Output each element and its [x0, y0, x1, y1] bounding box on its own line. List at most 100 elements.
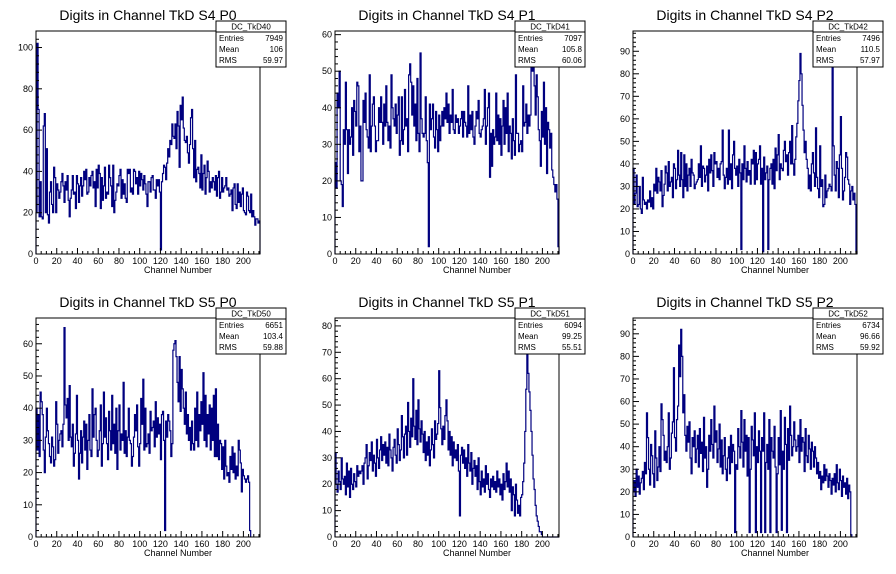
- x-tick-label: 160: [194, 256, 209, 266]
- x-tick-label: 200: [833, 539, 848, 549]
- stats-name: DC_TkD51: [530, 310, 570, 319]
- y-tick-label: 70: [620, 374, 630, 384]
- plot-frame: [632, 317, 858, 538]
- stats-label-entries: Entries: [816, 34, 841, 43]
- stats-label-rms: RMS: [518, 56, 536, 65]
- y-tick-label: 50: [23, 371, 33, 381]
- stats-label-entries: Entries: [816, 321, 841, 330]
- chart-title: Digits in Channel TkD S4 P0: [59, 7, 236, 23]
- x-axis-label: Channel Number: [443, 548, 511, 558]
- stats-label-entries: Entries: [518, 321, 543, 330]
- x-tick-label: 40: [72, 539, 82, 549]
- stats-name: DC_TkD50: [231, 310, 271, 319]
- histogram-series: [334, 52, 560, 254]
- x-tick-label: 20: [649, 256, 659, 266]
- x-tick-label: 60: [690, 539, 700, 549]
- x-axis-label: Channel Number: [741, 548, 809, 558]
- y-tick-label: 0: [327, 249, 332, 259]
- plot-frame: [334, 30, 560, 255]
- chart-title: Digits in Channel TkD S5 P2: [656, 294, 833, 310]
- stats-box: DC_TkD52 Entries 6734 Mean 96.66 RMS 59.92: [812, 307, 884, 355]
- x-tick-label: 40: [669, 539, 679, 549]
- x-tick-label: 40: [669, 256, 679, 266]
- y-tick-label: 30: [620, 181, 630, 191]
- y-tick-label: 90: [620, 329, 630, 339]
- x-tick-label: 160: [493, 539, 508, 549]
- x-tick-label: 80: [114, 539, 124, 549]
- x-tick-label: 200: [833, 256, 848, 266]
- y-tick-label: 40: [322, 103, 332, 113]
- y-tick-label: 20: [23, 208, 33, 218]
- x-tick-label: 20: [52, 539, 62, 549]
- stats-label-mean: Mean: [219, 332, 239, 341]
- y-tick-label: 20: [322, 479, 332, 489]
- y-tick-label: 60: [620, 114, 630, 124]
- x-tick-label: 140: [771, 539, 786, 549]
- x-tick-label: 140: [473, 256, 488, 266]
- y-tick-label: 40: [322, 426, 332, 436]
- y-tick-label: 90: [620, 46, 630, 56]
- histogram-panel-1: Digits in Channel TkD S4 P10 20 40 60 80 100 1…: [322, 7, 586, 275]
- stats-value-entries: 7949: [265, 34, 283, 43]
- x-axis-label: Channel Number: [443, 265, 511, 275]
- stats-value-rms: 55.51: [562, 343, 583, 352]
- chart-title: Digits in Channel TkD S5 P1: [358, 294, 535, 310]
- x-tick-label: 200: [236, 539, 251, 549]
- stats-label-rms: RMS: [816, 56, 834, 65]
- x-tick-label: 80: [114, 256, 124, 266]
- y-tick-label: 30: [322, 453, 332, 463]
- x-tick-label: 80: [711, 256, 721, 266]
- stats-value-mean: 110.5: [861, 45, 881, 54]
- x-tick-label: 100: [132, 256, 147, 266]
- y-tick-label: 40: [23, 403, 33, 413]
- x-tick-label: 180: [812, 256, 827, 266]
- y-tick-label: 50: [322, 66, 332, 76]
- chart-title: Digits in Channel TkD S4 P1: [358, 7, 535, 23]
- x-tick-label: 60: [690, 256, 700, 266]
- stats-value-rms: 59.88: [263, 343, 284, 352]
- x-tick-label: 120: [452, 539, 467, 549]
- x-tick-label: 20: [52, 256, 62, 266]
- y-tick-label: 40: [23, 166, 33, 176]
- y-tick-label: 20: [620, 487, 630, 497]
- y-tick-label: 60: [23, 125, 33, 135]
- stats-box-frame: [812, 307, 884, 355]
- x-tick-label: 120: [452, 256, 467, 266]
- x-tick-label: 180: [215, 539, 230, 549]
- x-tick-label: 0: [630, 539, 635, 549]
- stats-box: DC_TkD50 Entries 6651 Mean 103.4 RMS 59.88: [215, 307, 287, 355]
- y-tick-label: 20: [322, 176, 332, 186]
- stats-value-mean: 96.66: [860, 332, 881, 341]
- stats-box: DC_TkD42 Entries 7496 Mean 110.5 RMS 57.97: [812, 20, 884, 68]
- y-tick-label: 70: [322, 347, 332, 357]
- x-tick-label: 120: [750, 256, 765, 266]
- x-tick-label: 20: [351, 256, 361, 266]
- chart-title: Digits in Channel TkD S5 P0: [59, 294, 236, 310]
- y-tick-label: 20: [620, 204, 630, 214]
- x-tick-label: 140: [473, 539, 488, 549]
- x-tick-label: 80: [711, 539, 721, 549]
- x-tick-label: 160: [791, 256, 806, 266]
- histogram-panel-5: Digits in Channel TkD S5 P20 20 40 60 80 100 1…: [620, 294, 884, 558]
- stats-label-entries: Entries: [219, 321, 244, 330]
- stats-value-entries: 6734: [862, 321, 880, 330]
- stats-box-frame: [215, 307, 287, 355]
- x-tick-label: 180: [514, 539, 529, 549]
- x-axis-label: Channel Number: [741, 265, 809, 275]
- histogram-series: [334, 351, 559, 538]
- x-tick-label: 60: [392, 539, 402, 549]
- stats-value-rms: 60.06: [562, 56, 583, 65]
- stats-value-entries: 7496: [862, 34, 880, 43]
- stats-value-rms: 59.92: [860, 343, 881, 352]
- y-tick-label: 10: [23, 500, 33, 510]
- stats-value-mean: 103.4: [263, 332, 284, 341]
- x-tick-label: 160: [194, 539, 209, 549]
- plot-frame: [334, 317, 560, 538]
- x-tick-label: 180: [514, 256, 529, 266]
- stats-value-rms: 57.97: [860, 56, 881, 65]
- stats-box-frame: [215, 20, 287, 68]
- histogram-panel-3: Digits in Channel TkD S5 P00 20 40 60 80 100 1…: [23, 294, 287, 558]
- x-tick-label: 20: [351, 539, 361, 549]
- y-tick-label: 10: [322, 506, 332, 516]
- x-tick-label: 200: [535, 539, 550, 549]
